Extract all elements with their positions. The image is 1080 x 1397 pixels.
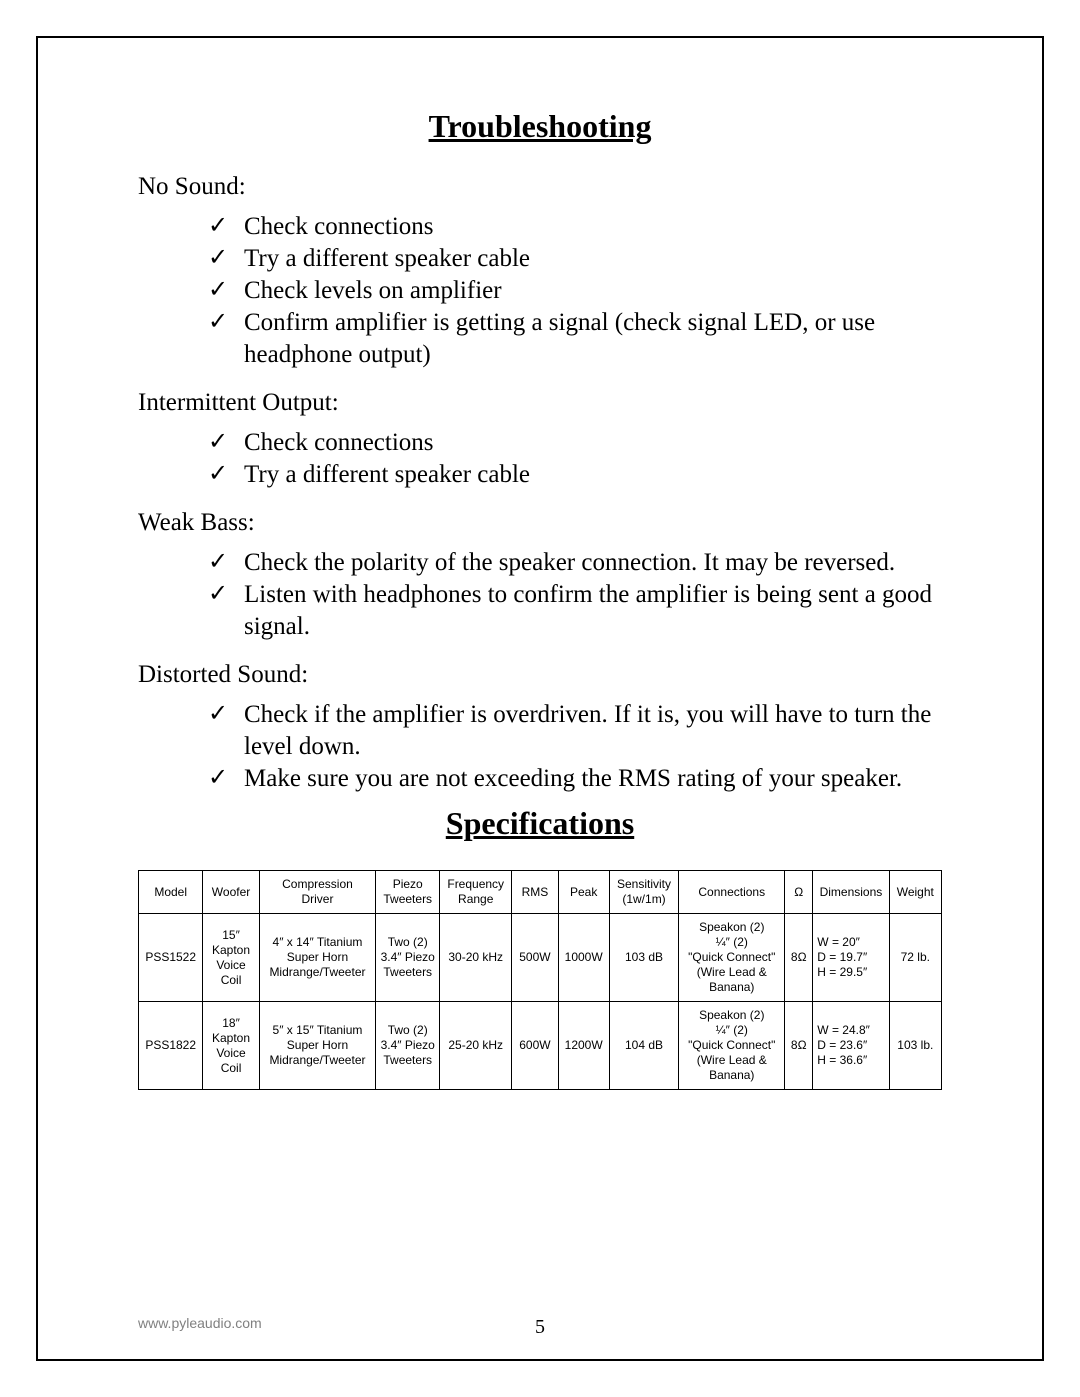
issue-item: Try a different speaker cable bbox=[208, 459, 942, 491]
table-header-cell: Weight bbox=[889, 871, 941, 914]
specifications-table: ModelWooferCompression DriverPiezo Tweet… bbox=[138, 870, 942, 1090]
table-cell: 72 lb. bbox=[889, 914, 941, 1002]
footer-url: www.pyleaudio.com bbox=[138, 1315, 262, 1331]
table-header-cell: Compression Driver bbox=[259, 871, 376, 914]
table-cell: 1000W bbox=[558, 914, 609, 1002]
table-cell: 104 dB bbox=[609, 1002, 679, 1090]
table-header-row: ModelWooferCompression DriverPiezo Tweet… bbox=[139, 871, 942, 914]
table-header-cell: RMS bbox=[512, 871, 558, 914]
table-header-cell: Connections bbox=[679, 871, 785, 914]
table-header-cell: Sensitivity (1w/1m) bbox=[609, 871, 679, 914]
table-cell: W = 20″ D = 19.7″ H = 29.5″ bbox=[813, 914, 889, 1002]
table-header-cell: Frequency Range bbox=[440, 871, 512, 914]
table-cell: PSS1522 bbox=[139, 914, 203, 1002]
issue-label: Intermittent Output: bbox=[138, 389, 942, 417]
table-cell: 15″ Kapton Voice Coil bbox=[203, 914, 259, 1002]
page-border: Troubleshooting No Sound: Check connectio… bbox=[36, 36, 1044, 1361]
table-cell: W = 24.8″ D = 23.6″ H = 36.6″ bbox=[813, 1002, 889, 1090]
table-header-cell: Piezo Tweeters bbox=[376, 871, 440, 914]
issue-item: Make sure you are not exceeding the RMS … bbox=[208, 763, 942, 795]
issue-item: Check connections bbox=[208, 427, 942, 459]
page-number: 5 bbox=[535, 1316, 545, 1339]
table-row: PSS182218″ Kapton Voice Coil5″ x 15″ Tit… bbox=[139, 1002, 942, 1090]
issue-label: Weak Bass: bbox=[138, 509, 942, 537]
issue-item: Check the polarity of the speaker connec… bbox=[208, 547, 942, 579]
table-cell: Two (2) 3.4″ Piezo Tweeters bbox=[376, 914, 440, 1002]
table-cell: Two (2) 3.4″ Piezo Tweeters bbox=[376, 1002, 440, 1090]
issue-list: Check connectionsTry a different speaker… bbox=[138, 427, 942, 491]
issue-item: Check connections bbox=[208, 211, 942, 243]
table-header-cell: Woofer bbox=[203, 871, 259, 914]
table-cell: 103 lb. bbox=[889, 1002, 941, 1090]
table-cell: 8Ω bbox=[785, 914, 813, 1002]
issue-list: Check if the amplifier is overdriven. If… bbox=[138, 699, 942, 795]
issue-item: Confirm amplifier is getting a signal (c… bbox=[208, 307, 942, 371]
table-cell: 25-20 kHz bbox=[440, 1002, 512, 1090]
issue-list: Check connectionsTry a different speaker… bbox=[138, 211, 942, 371]
troubleshooting-title: Troubleshooting bbox=[138, 108, 942, 145]
table-cell: PSS1822 bbox=[139, 1002, 203, 1090]
table-cell: 8Ω bbox=[785, 1002, 813, 1090]
table-cell: 600W bbox=[512, 1002, 558, 1090]
table-cell: 18″ Kapton Voice Coil bbox=[203, 1002, 259, 1090]
specifications-title: Specifications bbox=[138, 805, 942, 842]
issue-item: Try a different speaker cable bbox=[208, 243, 942, 275]
table-cell: Speakon (2) ¼″ (2) "Quick Connect" (Wire… bbox=[679, 1002, 785, 1090]
page: Troubleshooting No Sound: Check connectio… bbox=[0, 0, 1080, 1397]
table-cell: 500W bbox=[512, 914, 558, 1002]
table-cell: 30-20 kHz bbox=[440, 914, 512, 1002]
issue-item: Listen with headphones to confirm the am… bbox=[208, 579, 942, 643]
table-header-cell: Model bbox=[139, 871, 203, 914]
table-header-cell: Ω bbox=[785, 871, 813, 914]
issue-label: Distorted Sound: bbox=[138, 661, 942, 689]
issue-item: Check levels on amplifier bbox=[208, 275, 942, 307]
table-cell: 103 dB bbox=[609, 914, 679, 1002]
table-cell: 5″ x 15″ Titanium Super Horn Midrange/Tw… bbox=[259, 1002, 376, 1090]
table-row: PSS152215″ Kapton Voice Coil4″ x 14″ Tit… bbox=[139, 914, 942, 1002]
table-cell: 1200W bbox=[558, 1002, 609, 1090]
table-header-cell: Dimensions bbox=[813, 871, 889, 914]
issue-label: No Sound: bbox=[138, 173, 942, 201]
issue-item: Check if the amplifier is overdriven. If… bbox=[208, 699, 942, 763]
issue-list: Check the polarity of the speaker connec… bbox=[138, 547, 942, 643]
table-cell: 4″ x 14″ Titanium Super Horn Midrange/Tw… bbox=[259, 914, 376, 1002]
table-header-cell: Peak bbox=[558, 871, 609, 914]
troubleshooting-section: No Sound:Check connectionsTry a differen… bbox=[138, 173, 942, 795]
table-cell: Speakon (2) ¼″ (2) "Quick Connect" (Wire… bbox=[679, 914, 785, 1002]
